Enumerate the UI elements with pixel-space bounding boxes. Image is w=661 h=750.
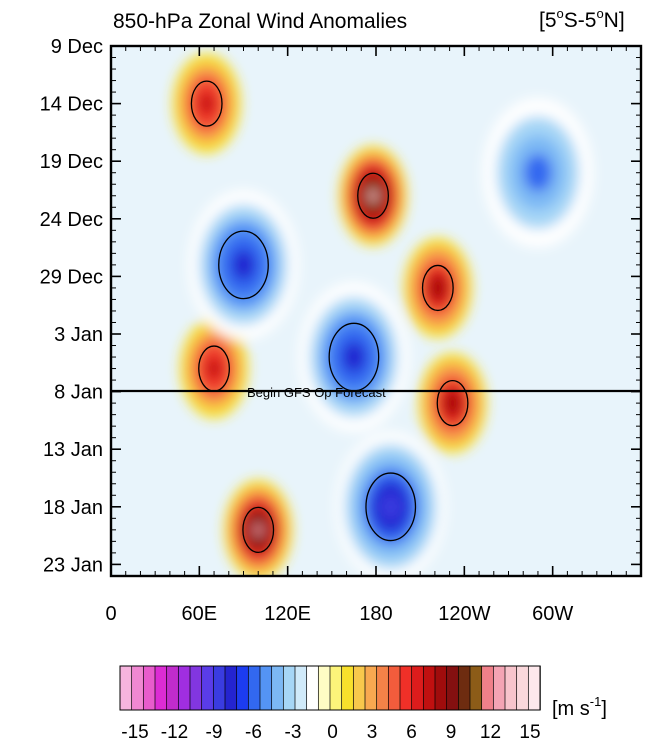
- colorbar-swatch: [516, 665, 530, 711]
- colorbar-swatch: [352, 665, 366, 711]
- colorbar-swatch: [294, 665, 308, 711]
- colorbar-swatch: [364, 665, 378, 711]
- easterly-anomaly-8: [381, 494, 400, 520]
- colorbar-swatch: [306, 665, 320, 711]
- colorbar-swatch: [259, 665, 273, 711]
- westerly-anomaly-2: [432, 279, 444, 297]
- colorbar-swatch: [492, 665, 506, 711]
- colorbar-swatch: [189, 665, 203, 711]
- colorbar-swatch: [282, 665, 296, 711]
- colorbar-swatch: [434, 665, 448, 711]
- anomaly-contour-5: [242, 506, 275, 553]
- colorbar-tick-label: 6: [406, 722, 417, 743]
- colorbar-swatch: [481, 665, 495, 711]
- forecast-line-label: Begin GFS Op Forecast: [247, 385, 386, 400]
- y-tick-label: 19 Dec: [40, 151, 103, 173]
- colorbar-swatch: [131, 665, 145, 711]
- colorbar-tick-label: 3: [367, 722, 378, 743]
- colorbar-swatch: [457, 665, 471, 711]
- colorbar-tick-label: -6: [245, 722, 262, 743]
- colorbar-swatch: [376, 665, 390, 711]
- colorbar-swatch: [411, 665, 425, 711]
- colorbar-swatch: [201, 665, 215, 711]
- anomaly-field: [111, 46, 641, 576]
- colorbar-swatch: [224, 665, 238, 711]
- y-tick-label: 14 Dec: [40, 94, 103, 116]
- colorbar-swatch: [387, 665, 401, 711]
- colorbar-swatch: [527, 665, 541, 711]
- colorbar-swatch: [119, 665, 133, 711]
- x-tick-label: 60W: [532, 603, 573, 625]
- westerly-anomaly-3: [207, 358, 221, 379]
- colorbar-tick-label: 0: [327, 722, 338, 743]
- colorbar-frame: [119, 665, 541, 711]
- colorbar-swatch: [504, 665, 518, 711]
- colorbar-tick-label: 9: [446, 722, 457, 743]
- colorbar-swatch: [422, 665, 436, 711]
- x-tick-label: 60E: [182, 603, 218, 625]
- westerly-anomaly-5: [253, 522, 264, 537]
- anomaly-contour-0: [190, 80, 223, 127]
- colorbar-swatch: [247, 665, 261, 711]
- westerly-anomaly-1: [368, 189, 378, 203]
- colorbar-swatch: [399, 665, 413, 711]
- y-tick-label: 9 Dec: [51, 36, 103, 58]
- colorbar-tick-label: -12: [161, 722, 188, 743]
- colorbar-swatch: [446, 665, 460, 711]
- colorbar-tick-label: 15: [519, 722, 540, 743]
- easterly-anomaly-9: [524, 153, 552, 192]
- y-tick-label: 23 Jan: [43, 554, 103, 576]
- y-tick-label: 24 Dec: [40, 209, 103, 231]
- colorbar-swatch: [166, 665, 180, 711]
- colorbar-swatch: [317, 665, 331, 711]
- easterly-anomaly-6: [232, 249, 255, 280]
- x-tick-label: 0: [105, 603, 116, 625]
- colorbar-swatch: [271, 665, 285, 711]
- colorbar-swatch: [469, 665, 483, 711]
- anomaly-contour-6: [218, 230, 269, 300]
- easterly-anomaly-7: [342, 342, 365, 373]
- y-tick-label: 13 Jan: [43, 439, 103, 461]
- colorbar: -15 -12 -9 -6 -3 0 3 6 9 12 15: [119, 665, 541, 743]
- anomaly-contour-2: [421, 264, 454, 312]
- y-tick-label: 29 Dec: [40, 266, 103, 288]
- anomaly-contour-8: [365, 472, 417, 542]
- chart-region-label: [5oS-5oN]: [539, 6, 625, 32]
- westerly-anomaly-4: [446, 394, 459, 412]
- colorbar-swatch: [212, 665, 226, 711]
- y-tick-label: 18 Jan: [43, 497, 103, 519]
- chart-title: 850-hPa Zonal Wind Anomalies: [113, 10, 407, 33]
- colorbar-swatch: [341, 665, 355, 711]
- x-tick-label: 180: [359, 603, 392, 625]
- colorbar-swatch: [154, 665, 168, 711]
- colorbar-swatch: [142, 665, 156, 711]
- colorbar-unit-label: [m s-1]: [552, 694, 607, 720]
- colorbar-tick-label: 12: [480, 722, 501, 743]
- anomaly-contour-4: [436, 379, 469, 427]
- x-tick-label: 120E: [264, 603, 311, 625]
- colorbar-swatch: [236, 665, 250, 711]
- x-tick-label: 120W: [438, 603, 490, 625]
- westerly-anomaly-0: [199, 93, 214, 114]
- colorbar-tick-label: -9: [206, 722, 223, 743]
- anomaly-contour-1: [357, 172, 390, 219]
- colorbar-swatch: [329, 665, 343, 711]
- colorbar-tick-label: -3: [285, 722, 302, 743]
- colorbar-swatch: [177, 665, 191, 711]
- colorbar-tick-label: -15: [121, 722, 148, 743]
- y-tick-label: 3 Jan: [54, 324, 103, 346]
- y-tick-label: 8 Jan: [54, 382, 103, 404]
